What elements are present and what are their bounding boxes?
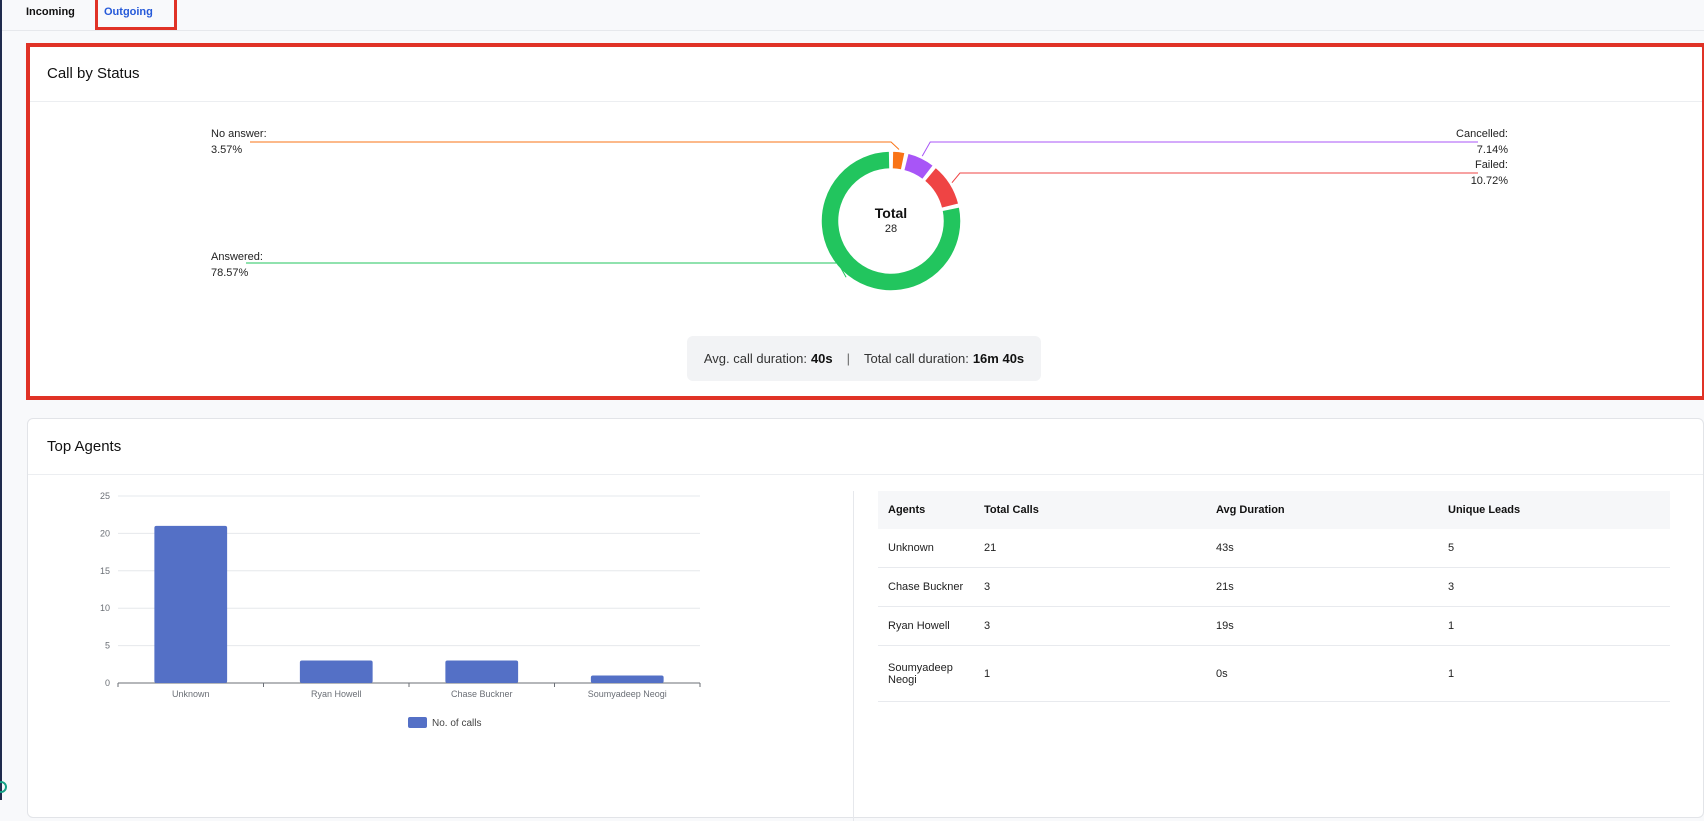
y-tick-label: 25	[100, 491, 110, 501]
tab-incoming[interactable]: Incoming	[26, 6, 75, 18]
cell-avg-duration: 21s	[1206, 567, 1438, 607]
table-row[interactable]: Chase Buckner 3 21s 3	[878, 567, 1670, 607]
cell-agent: Soumyadeep Neogi	[878, 645, 974, 702]
tab-outgoing[interactable]: Outgoing	[104, 6, 153, 18]
label-cancelled-pct: 7.14%	[1476, 144, 1508, 156]
call-duration-summary: Avg. call duration: 40s | Total call dur…	[687, 336, 1041, 381]
col-header-unique-leads[interactable]: Unique Leads	[1438, 491, 1670, 529]
cell-avg-duration: 19s	[1206, 606, 1438, 646]
avg-duration-value: 40s	[810, 351, 833, 366]
label-failed: Failed: 10.72%	[1408, 157, 1508, 189]
leader-no-answer	[250, 141, 900, 150]
table-row[interactable]: Unknown 21 43s 5	[878, 529, 1670, 568]
cell-total-calls: 1	[974, 645, 1206, 702]
total-duration-value: 16m 40s	[972, 351, 1025, 366]
y-tick-label: 0	[105, 678, 110, 688]
bar-unknown[interactable]	[154, 525, 228, 683]
top-agents-card: Top Agents 0 5 10 15 20 25 Unknown Ryan Howell C…	[27, 418, 1704, 821]
left-edge-rule	[0, 0, 2, 800]
y-tick-label: 20	[100, 528, 110, 538]
bar-chase-buckner[interactable]	[445, 660, 519, 683]
card-divider	[28, 474, 1703, 475]
donut-center-value: 28	[885, 223, 897, 235]
duration-separator: |	[846, 351, 851, 366]
total-duration-label: Total call duration:	[864, 351, 969, 366]
status-indicator	[0, 781, 7, 793]
top-agents-title: Top Agents	[47, 438, 122, 455]
donut-slice-no-answer[interactable]	[891, 150, 907, 171]
label-no-answer-name: No answer:	[211, 128, 267, 140]
table-row[interactable]: Ryan Howell 3 19s 1	[878, 606, 1670, 646]
y-tick-label: 5	[105, 641, 110, 651]
col-header-avg-duration[interactable]: Avg Duration	[1206, 491, 1438, 529]
donut-slice-failed[interactable]	[923, 166, 960, 210]
top-agents-table: Agents Total Calls Avg Duration Unique L…	[878, 491, 1670, 702]
label-answered: Answered: 78.57%	[211, 249, 263, 281]
col-header-agents[interactable]: Agents	[878, 491, 974, 529]
label-answered-name: Answered:	[211, 251, 263, 263]
cell-unique-leads: 1	[1438, 606, 1670, 646]
cell-total-calls: 21	[974, 529, 1206, 568]
label-answered-pct: 78.57%	[211, 267, 249, 279]
donut-center-label: Total	[875, 205, 907, 221]
cell-agent: Ryan Howell	[878, 606, 974, 646]
leader-cancelled	[921, 141, 1478, 157]
cell-agent: Unknown	[878, 529, 974, 568]
legend-label[interactable]: No. of calls	[432, 718, 481, 729]
label-cancelled: Cancelled: 7.14%	[1408, 126, 1508, 158]
leader-failed	[951, 172, 1478, 184]
table-row[interactable]: Soumyadeep Neogi 1 0s 1	[878, 645, 1670, 702]
donut-slice-cancelled[interactable]	[902, 152, 935, 181]
x-tick-label: Soumyadeep Neogi	[588, 689, 667, 699]
bar-soumyadeep-neogi[interactable]	[590, 675, 664, 683]
cell-avg-duration: 0s	[1206, 645, 1438, 702]
label-cancelled-name: Cancelled:	[1456, 128, 1508, 140]
tabs-bar: Incoming Outgoing	[2, 0, 1704, 31]
table-header-row: Agents Total Calls Avg Duration Unique L…	[878, 491, 1670, 529]
y-tick-label: 10	[100, 603, 110, 613]
label-no-answer: No answer: 3.57%	[211, 126, 267, 158]
label-failed-name: Failed:	[1474, 159, 1508, 171]
x-tick-label: Ryan Howell	[311, 689, 362, 699]
cell-unique-leads: 5	[1438, 529, 1670, 568]
cell-unique-leads: 3	[1438, 567, 1670, 607]
bar-ryan-howell[interactable]	[299, 660, 373, 683]
cell-avg-duration: 43s	[1206, 529, 1438, 568]
leader-answered	[246, 262, 847, 278]
donut-slice-answered[interactable]	[820, 150, 962, 292]
legend-swatch[interactable]	[408, 717, 427, 728]
x-tick-label: Chase Buckner	[451, 689, 513, 699]
col-header-total-calls[interactable]: Total Calls	[974, 491, 1206, 529]
card-divider	[28, 101, 1703, 102]
call-by-status-card: Call by Status Total 28 No answer: 3.57%…	[27, 45, 1704, 400]
section-divider	[853, 491, 854, 821]
label-no-answer-pct: 3.57%	[211, 144, 243, 156]
y-tick-label: 15	[100, 566, 110, 576]
cell-agent: Chase Buckner	[878, 567, 974, 607]
cell-unique-leads: 1	[1438, 645, 1670, 702]
avg-duration-label: Avg. call duration:	[703, 351, 807, 366]
cell-total-calls: 3	[974, 567, 1206, 607]
label-failed-pct: 10.72%	[1470, 175, 1508, 187]
call-by-status-title: Call by Status	[47, 65, 140, 82]
x-tick-label: Unknown	[172, 689, 210, 699]
cell-total-calls: 3	[974, 606, 1206, 646]
call-status-donut-chart: Total 28	[246, 141, 1478, 292]
top-agents-bar-chart: 0 5 10 15 20 25 Unknown Ryan Howell Chase Buckne…	[100, 491, 701, 729]
